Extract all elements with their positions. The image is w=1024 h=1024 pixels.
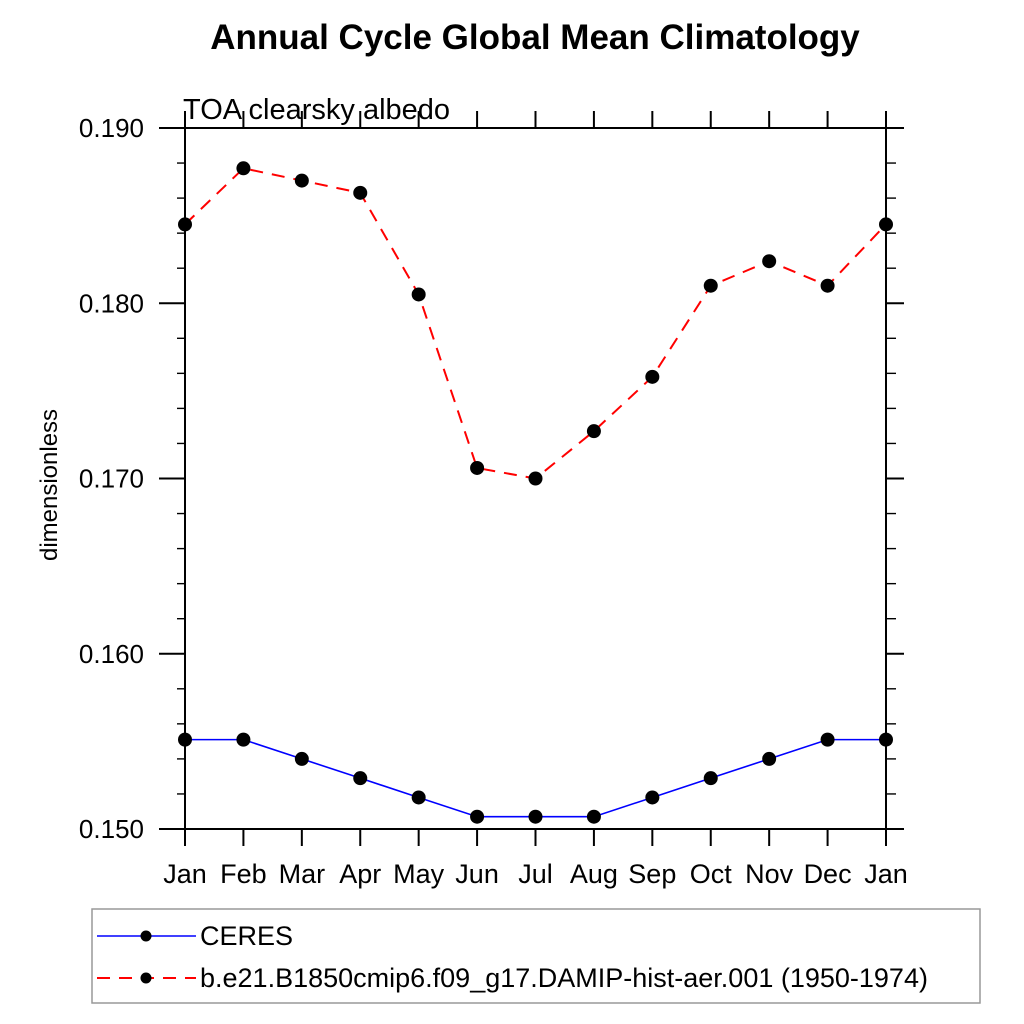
- series-line-1: [184, 167, 887, 480]
- legend-box: [91, 908, 981, 1004]
- x-axis-tick-label: Sep: [628, 859, 676, 889]
- data-point-marker: [294, 173, 309, 188]
- data-point-marker: [411, 287, 426, 302]
- legend-swatches: [97, 930, 196, 984]
- y-axis-tick-label: 0.190: [79, 113, 144, 143]
- y-axis-title: dimensionless: [36, 409, 63, 561]
- data-point-marker: [236, 161, 251, 176]
- data-point-marker: [645, 790, 660, 805]
- data-point-marker: [879, 732, 893, 747]
- x-axis-tick-label: Dec: [804, 859, 852, 889]
- data-point-marker: [353, 185, 368, 200]
- data-point-marker: [294, 751, 309, 766]
- y-axis-tick-label: 0.170: [79, 464, 144, 494]
- data-point-marker: [820, 732, 835, 747]
- data-point-marker: [586, 424, 601, 439]
- data-point-marker: [762, 751, 777, 766]
- x-axis-tick-label: Jan: [163, 859, 207, 889]
- chart-title: Annual Cycle Global Mean Climatology: [210, 18, 860, 57]
- x-axis-tick-label: Jul: [518, 859, 553, 889]
- data-point-marker: [528, 809, 543, 824]
- data-point-marker: [820, 278, 835, 293]
- data-point-marker: [470, 809, 485, 824]
- data-point-marker: [586, 809, 601, 824]
- x-axis-tick-label: Nov: [745, 859, 794, 889]
- legend-label-ceres: CERES: [200, 921, 293, 951]
- y-axis-tick-label: 0.160: [79, 639, 144, 669]
- data-point-marker: [703, 771, 718, 786]
- series-layer: [178, 161, 893, 824]
- data-point-marker: [879, 217, 893, 232]
- legend: CERES b.e21.B1850cmip6.f09_g17.DAMIP-his…: [91, 908, 981, 1004]
- data-point-marker: [411, 790, 426, 805]
- x-axis-tick-label: Oct: [690, 859, 733, 889]
- x-axis-tick-label: Jun: [455, 859, 499, 889]
- x-axis-tick-label: Jan: [864, 859, 908, 889]
- series-line-0: [185, 738, 886, 818]
- data-point-marker: [762, 254, 777, 269]
- data-point-marker: [178, 217, 192, 232]
- legend-label-model: b.e21.B1850cmip6.f09_g17.DAMIP-hist-aer.…: [200, 963, 928, 993]
- data-point-marker: [528, 471, 543, 486]
- x-axis-tick-label: Feb: [220, 859, 267, 889]
- data-point-marker: [703, 278, 718, 293]
- x-axis-tick-label: May: [393, 859, 445, 889]
- legend-swatch-marker-0: [140, 930, 152, 942]
- x-axis-tick-label: Aug: [570, 859, 618, 889]
- x-axis-tick-label: Apr: [339, 859, 381, 889]
- x-axis-tick-label: Mar: [279, 859, 326, 889]
- y-axis-tick-label: 0.150: [79, 814, 144, 844]
- y-axis-tick-label: 0.180: [79, 288, 144, 318]
- data-point-marker: [645, 369, 660, 384]
- data-point-marker: [353, 771, 368, 786]
- data-point-marker: [236, 732, 251, 747]
- legend-swatch-marker-1: [140, 972, 152, 984]
- data-point-marker: [470, 460, 485, 475]
- axes-layer: Jan Feb Mar Apr May Jun Jul Aug Sep Oct Nov Dec Jan 0…: [79, 111, 908, 889]
- data-point-marker: [178, 732, 192, 747]
- chart-subtitle: TOA clearsky albedo: [183, 94, 450, 126]
